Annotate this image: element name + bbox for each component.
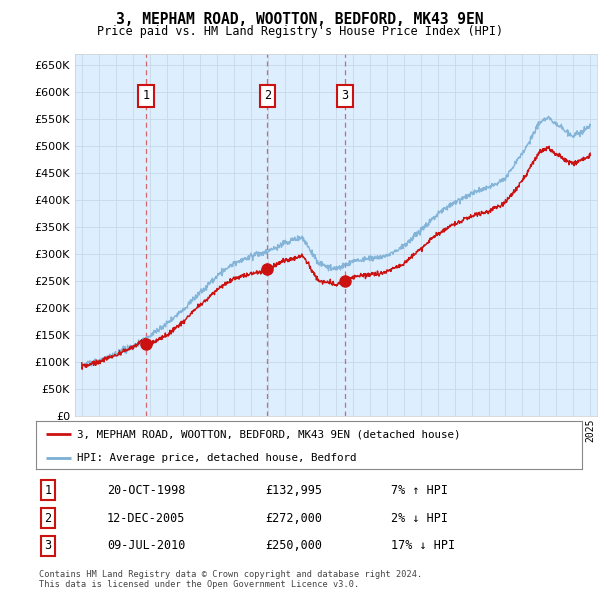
Text: HPI: Average price, detached house, Bedford: HPI: Average price, detached house, Bedf… (77, 453, 356, 463)
Text: 2: 2 (44, 512, 52, 525)
Text: Contains HM Land Registry data © Crown copyright and database right 2024.
This d: Contains HM Land Registry data © Crown c… (39, 570, 422, 589)
Text: 3: 3 (341, 89, 349, 103)
Text: 1: 1 (143, 89, 150, 103)
Text: £132,995: £132,995 (265, 484, 322, 497)
Text: 3, MEPHAM ROAD, WOOTTON, BEDFORD, MK43 9EN: 3, MEPHAM ROAD, WOOTTON, BEDFORD, MK43 9… (116, 12, 484, 27)
Text: £272,000: £272,000 (265, 512, 322, 525)
Text: 7% ↑ HPI: 7% ↑ HPI (391, 484, 448, 497)
Text: Price paid vs. HM Land Registry's House Price Index (HPI): Price paid vs. HM Land Registry's House … (97, 25, 503, 38)
Text: 17% ↓ HPI: 17% ↓ HPI (391, 539, 455, 552)
Text: 2% ↓ HPI: 2% ↓ HPI (391, 512, 448, 525)
Text: 12-DEC-2005: 12-DEC-2005 (107, 512, 185, 525)
Text: £250,000: £250,000 (265, 539, 322, 552)
Text: 1: 1 (44, 484, 52, 497)
Text: 3, MEPHAM ROAD, WOOTTON, BEDFORD, MK43 9EN (detached house): 3, MEPHAM ROAD, WOOTTON, BEDFORD, MK43 9… (77, 429, 460, 439)
Text: 20-OCT-1998: 20-OCT-1998 (107, 484, 185, 497)
Text: 3: 3 (44, 539, 52, 552)
Text: 09-JUL-2010: 09-JUL-2010 (107, 539, 185, 552)
Text: 2: 2 (264, 89, 271, 103)
